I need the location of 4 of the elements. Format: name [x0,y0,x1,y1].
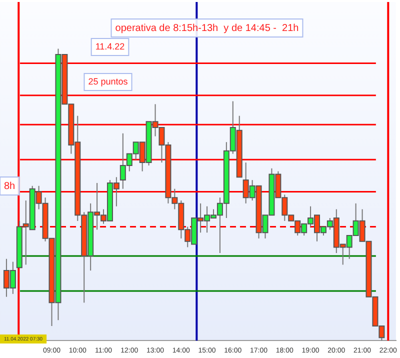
annotation: 8h [4,180,16,192]
text: operativa de 8:15h-13h y de 14:45 - 21h [115,22,299,34]
annotation: 25 puntos [88,76,128,86]
annotation: 11.4.22 [95,41,125,52]
